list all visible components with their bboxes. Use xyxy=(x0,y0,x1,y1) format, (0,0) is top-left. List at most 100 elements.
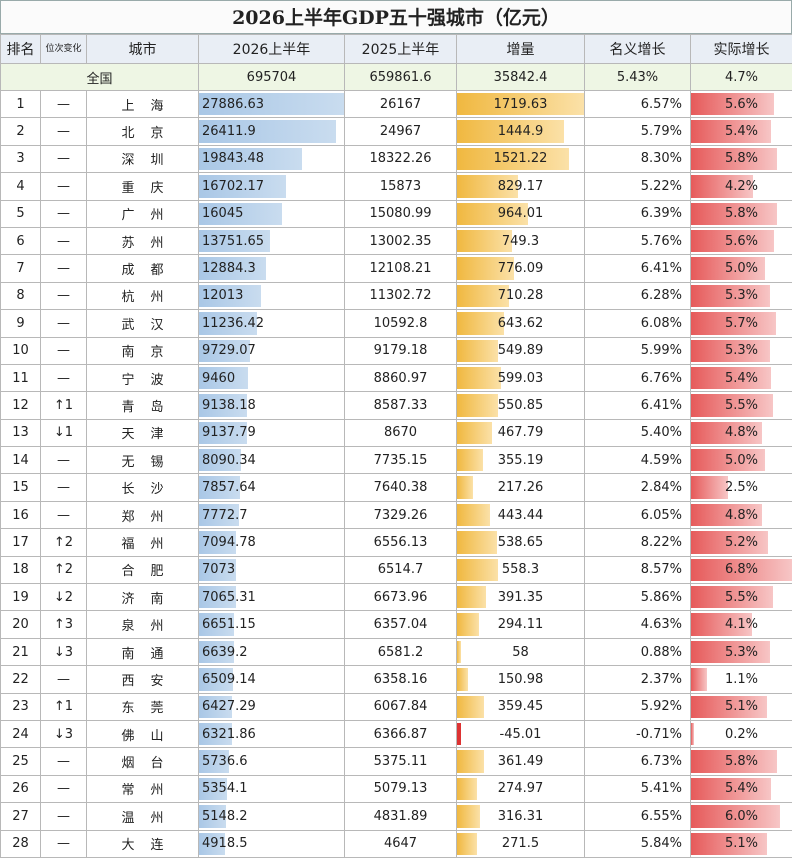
real-growth-cell: 5.1% xyxy=(691,693,792,720)
nominal-growth-cell-text: 6.76% xyxy=(585,371,690,386)
rank-cell: 3 xyxy=(1,145,41,172)
gdp-2026-cell: 9729.07 xyxy=(199,337,345,364)
increase-cell: 361.49 xyxy=(457,748,585,775)
gdp-2026-cell-text: 7094.78 xyxy=(199,535,344,550)
real-growth-cell: 5.5% xyxy=(691,584,792,611)
gdp-2026-cell-text: 19843.48 xyxy=(199,151,344,166)
rank-cell-text: 2 xyxy=(1,124,40,139)
gdp-2025-cell-text: 10592.8 xyxy=(345,316,456,331)
increase-cell-text: -45.01 xyxy=(457,727,584,742)
nominal-growth-cell-text: 5.22% xyxy=(585,179,690,194)
change-cell-text: — xyxy=(41,508,86,523)
total-increase: 35842.4 xyxy=(457,64,585,91)
city-cell: 南通 xyxy=(87,638,199,665)
gdp-2025-cell: 9179.18 xyxy=(345,337,457,364)
city-cell-text: 苏州 xyxy=(87,232,198,251)
rank-cell-text: 4 xyxy=(1,179,40,194)
rank-cell: 7 xyxy=(1,255,41,282)
increase-cell: 359.45 xyxy=(457,693,585,720)
city-cell: 苏州 xyxy=(87,227,199,254)
rank-cell-text: 11 xyxy=(1,371,40,386)
change-cell: — xyxy=(41,748,87,775)
gdp-2025-cell: 6366.87 xyxy=(345,720,457,747)
city-cell-text: 烟台 xyxy=(87,752,198,771)
gdp-2026-cell: 7073 xyxy=(199,556,345,583)
gdp-2025-cell: 4831.89 xyxy=(345,803,457,830)
increase-cell-text: 391.35 xyxy=(457,590,584,605)
real-growth-cell-text: 2.5% xyxy=(691,480,792,495)
gdp-2026-cell-text: 5354.1 xyxy=(199,781,344,796)
total-real-growth: 4.7% xyxy=(691,64,792,91)
increase-cell-text: 538.65 xyxy=(457,535,584,550)
gdp-2026-cell: 26411.9 xyxy=(199,118,345,145)
nominal-growth-cell-text: -0.71% xyxy=(585,727,690,742)
city-cell: 南京 xyxy=(87,337,199,364)
gdp-2026-cell: 5354.1 xyxy=(199,775,345,802)
gdp-2026-cell-text: 27886.63 xyxy=(199,97,344,112)
gdp-2025-cell-text: 4831.89 xyxy=(345,809,456,824)
gdp-2025-cell-text: 7329.26 xyxy=(345,508,456,523)
gdp-2026-cell-text: 7857.64 xyxy=(199,480,344,495)
rank-cell-text: 25 xyxy=(1,754,40,769)
real-growth-cell: 5.1% xyxy=(691,830,792,857)
total-nominal-growth: 5.43% xyxy=(585,64,691,91)
nominal-growth-cell: 5.92% xyxy=(585,693,691,720)
change-cell-text: — xyxy=(41,151,86,166)
change-cell-text: ↓3 xyxy=(41,645,86,660)
rank-cell-text: 17 xyxy=(1,535,40,550)
real-growth-cell: 5.6% xyxy=(691,227,792,254)
city-cell: 东莞 xyxy=(87,693,199,720)
rank-cell: 17 xyxy=(1,529,41,556)
city-cell: 常州 xyxy=(87,775,199,802)
change-cell-text: ↑1 xyxy=(41,398,86,413)
nominal-growth-cell: 8.57% xyxy=(585,556,691,583)
gdp-2026-cell: 16702.17 xyxy=(199,173,345,200)
gdp-2026-cell: 5736.6 xyxy=(199,748,345,775)
change-cell: ↓3 xyxy=(41,638,87,665)
city-cell-text: 佛山 xyxy=(87,725,198,744)
real-growth-cell: 5.3% xyxy=(691,638,792,665)
nominal-growth-cell: 5.41% xyxy=(585,775,691,802)
gdp-2026-cell-text: 5148.2 xyxy=(199,809,344,824)
change-cell-text: — xyxy=(41,343,86,358)
rank-cell-text: 12 xyxy=(1,398,40,413)
gdp-2025-cell: 26167 xyxy=(345,91,457,118)
gdp-2026-cell-text: 6639.2 xyxy=(199,645,344,660)
gdp-2025-cell: 10592.8 xyxy=(345,310,457,337)
nominal-growth-cell-text: 5.41% xyxy=(585,781,690,796)
real-growth-cell-text: 5.3% xyxy=(691,343,792,358)
change-cell-text: — xyxy=(41,672,86,687)
city-cell-text: 天津 xyxy=(87,423,198,442)
gdp-2026-cell-text: 7065.31 xyxy=(199,590,344,605)
city-cell: 北京 xyxy=(87,118,199,145)
total-gdp-2025: 659861.6 xyxy=(345,64,457,91)
gdp-2025-cell-text: 8670 xyxy=(345,425,456,440)
nominal-growth-cell-text: 8.30% xyxy=(585,151,690,166)
city-cell-text: 福州 xyxy=(87,533,198,552)
rank-cell-text: 9 xyxy=(1,316,40,331)
national-total-row: 全国 695704 659861.6 35842.4 5.43% 4.7% xyxy=(1,64,792,91)
city-cell: 温州 xyxy=(87,803,199,830)
rank-cell: 10 xyxy=(1,337,41,364)
nominal-growth-cell: 4.59% xyxy=(585,447,691,474)
nominal-growth-cell-text: 5.92% xyxy=(585,699,690,714)
nominal-growth-cell: 5.99% xyxy=(585,337,691,364)
change-cell-text: — xyxy=(41,754,86,769)
increase-cell: 467.79 xyxy=(457,419,585,446)
gdp-2026-cell-text: 9137.79 xyxy=(199,425,344,440)
change-cell-text: — xyxy=(41,480,86,495)
header-nominal-growth: 名义增长 xyxy=(585,35,691,64)
change-cell-text: — xyxy=(41,124,86,139)
gdp-2025-cell: 8860.97 xyxy=(345,364,457,391)
gdp-ranking-table-page: 2026上半年GDP五十强城市（亿元） 排名 位次变化 城市 2026上半年 2… xyxy=(0,0,792,804)
gdp-2026-cell-text: 5736.6 xyxy=(199,754,344,769)
change-cell: ↑1 xyxy=(41,392,87,419)
nominal-growth-cell-text: 5.79% xyxy=(585,124,690,139)
city-cell: 重庆 xyxy=(87,173,199,200)
